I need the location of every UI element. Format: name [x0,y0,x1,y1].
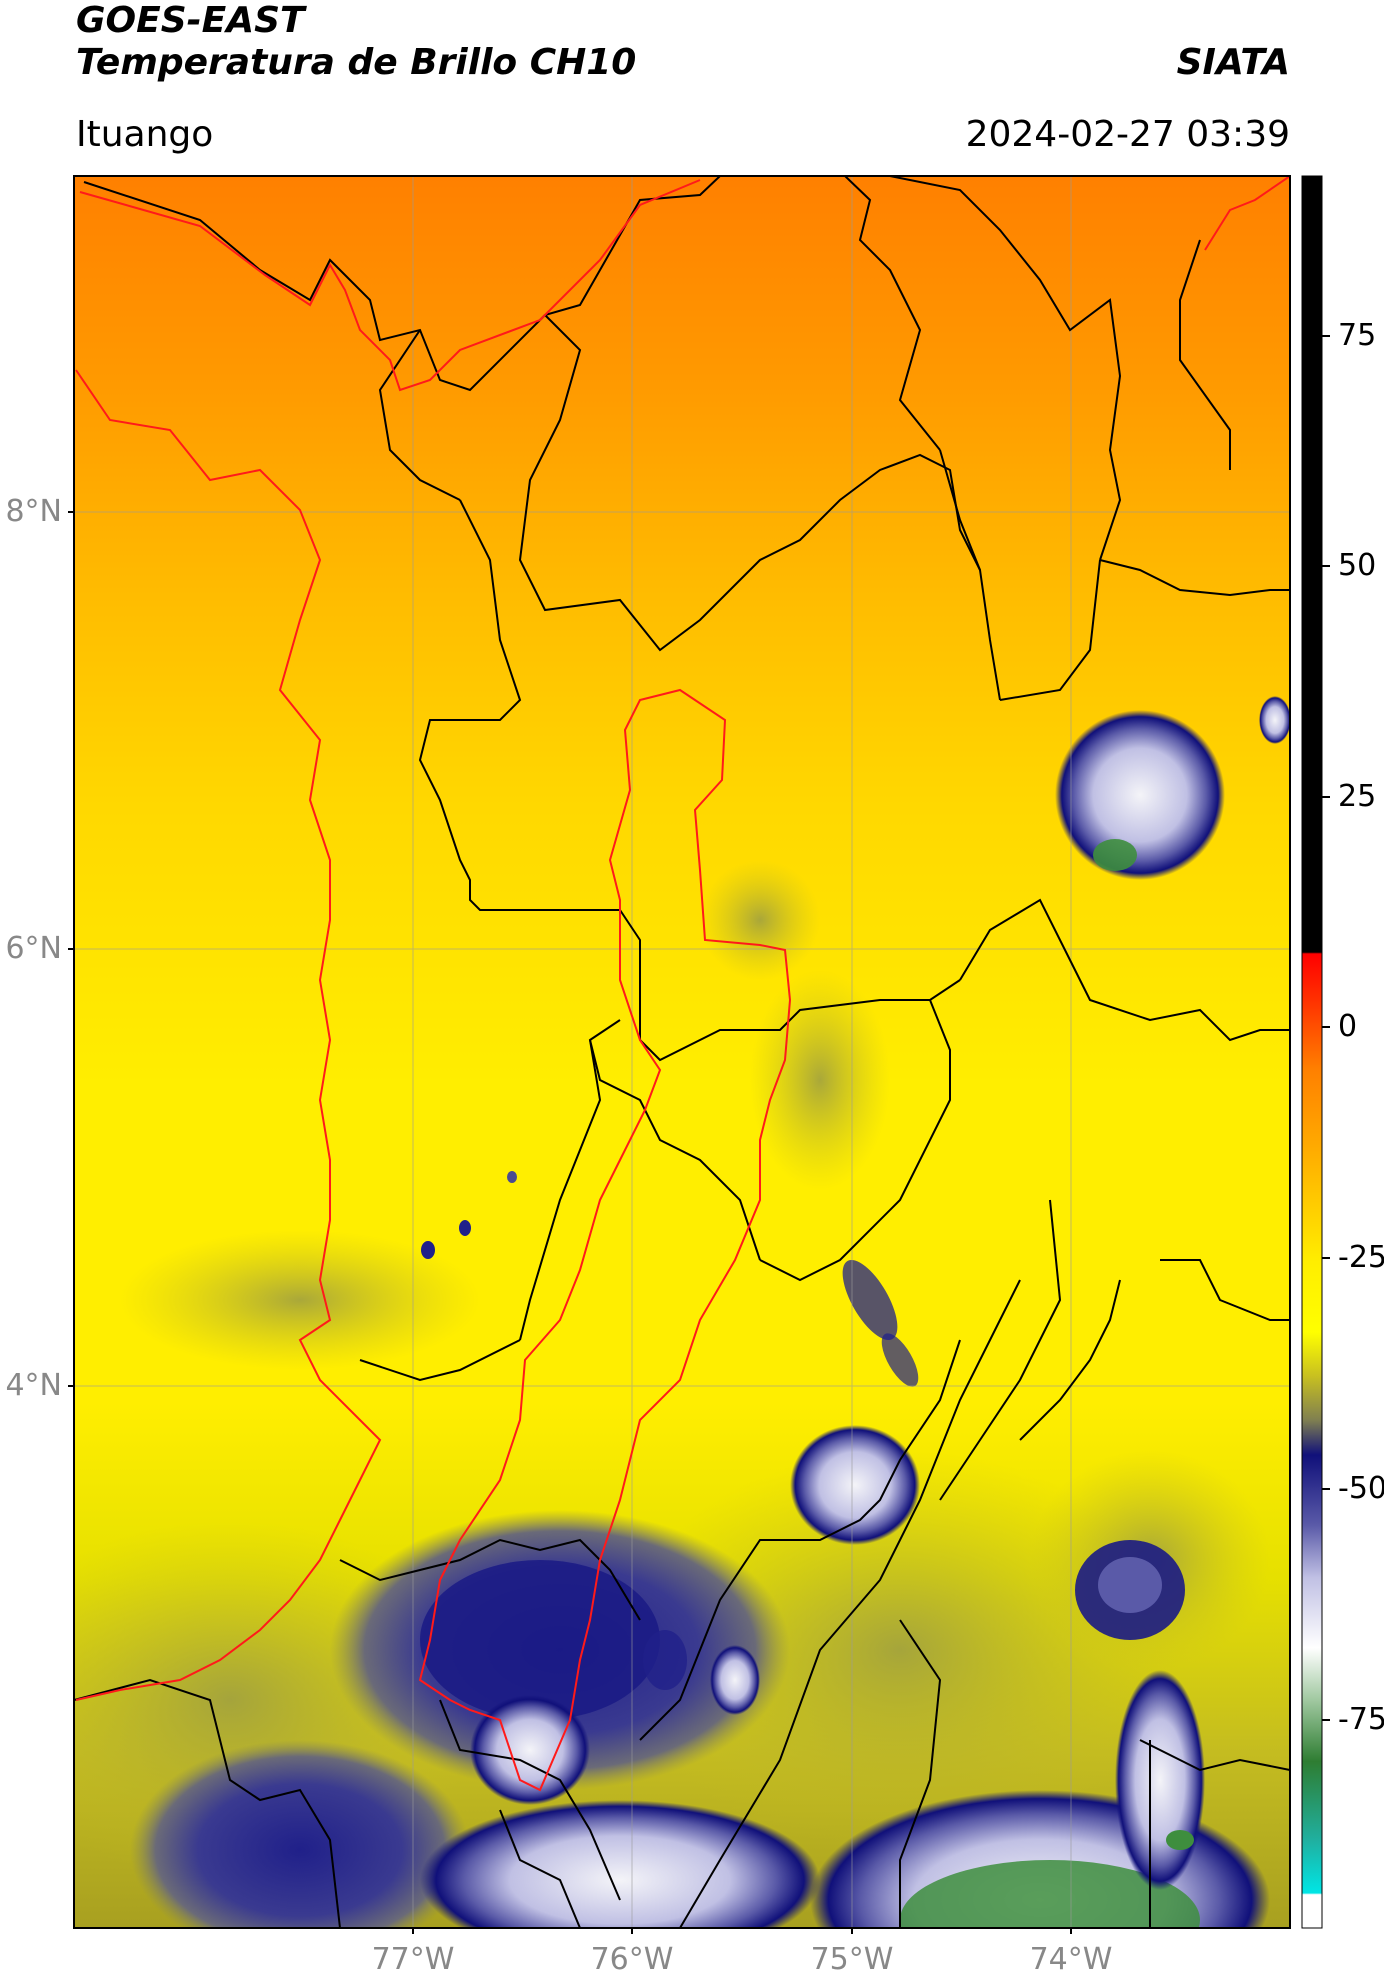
lat-label-6n: 6°N [5,931,62,966]
colorbar-tick-neg25: -25 [1338,1240,1384,1275]
colorbar-tick-neg50: -50 [1338,1471,1384,1506]
lon-label-76w: 76°W [590,1942,674,1977]
brand-label: SIATA [1176,42,1290,83]
colorbar-tick-25: 25 [1338,779,1377,814]
timestamp-label: 2024-02-27 03:39 [965,114,1290,155]
lon-label-75w: 75°W [810,1942,894,1977]
colorbar-tick-75: 75 [1338,318,1377,353]
colorbar-tick-neg75: -75 [1338,1702,1384,1737]
title-satellite: GOES-EAST [76,0,305,41]
map-field [74,176,1290,1928]
lat-label-8n: 8°N [5,494,62,529]
colorbar-tick-50: 50 [1338,548,1377,583]
coastline-basin [75,176,1290,1792]
lat-label-4n: 4°N [5,1368,62,1403]
location-label: Ituango [76,114,214,155]
colorbar-tick-0: 0 [1338,1009,1358,1044]
axis-ticks [68,511,1072,1934]
title-product: Temperatura de Brillo CH10 [76,42,637,83]
lon-label-77w: 77°W [371,1942,455,1977]
map-gridlines [74,176,1290,1928]
map-frame [73,175,1291,1929]
colorbar [1301,175,1330,1929]
lon-label-74w: 74°W [1029,1942,1113,1977]
